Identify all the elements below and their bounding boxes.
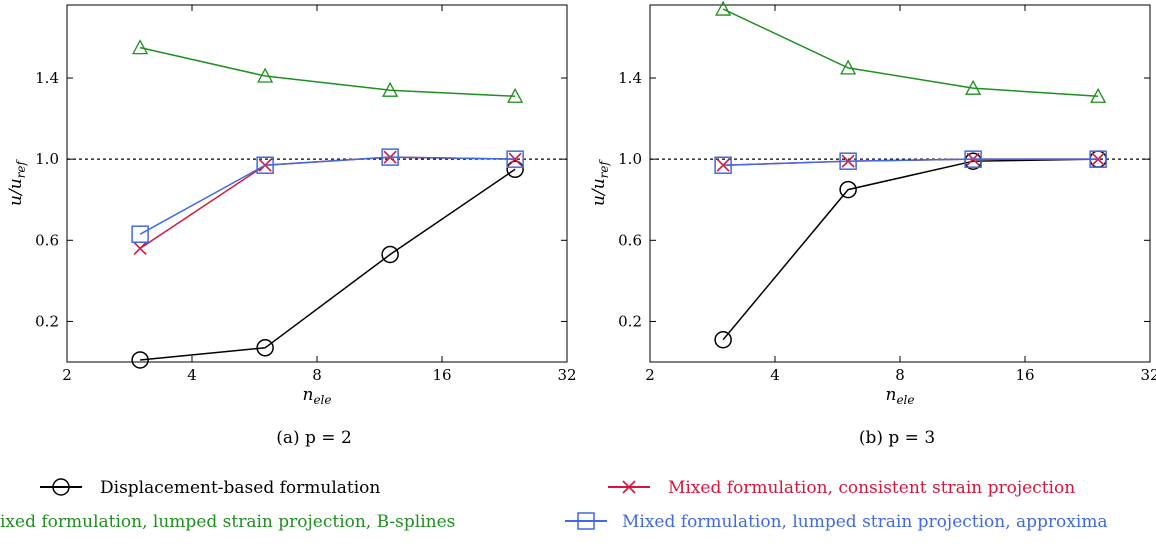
x-tick-label: 4 [770, 366, 780, 384]
point-bsplines [507, 87, 524, 103]
point-approx [506, 150, 524, 168]
x-tick-label: 2 [645, 366, 655, 384]
legend-label: Mixed formulation, lumped strain project… [622, 512, 1108, 532]
panel-a-chart: 2 4 8 16 32 0.2 0.6 1.0 1.4 nele u/uref [6, 4, 577, 407]
point-approx [1089, 150, 1107, 168]
series-line-bsplines [139, 46, 516, 98]
y-axis-label: u/uref [6, 158, 28, 205]
point-displacement [381, 245, 399, 264]
x-tick-label: 4 [187, 366, 197, 384]
point-approx [964, 150, 982, 168]
series-bsplines [715, 0, 1107, 103]
y-tick-label: 1.4 [35, 69, 59, 87]
x-tick-label: 32 [557, 366, 576, 384]
x-tick-label: 8 [895, 366, 905, 384]
point-approx [131, 225, 149, 243]
plot-frame [649, 4, 1151, 363]
x-tick-label: 8 [312, 366, 322, 384]
panel-b-chart: 2 4 8 16 32 0.2 0.6 1.0 1.4 nele u/uref [589, 0, 1156, 407]
series-approx [131, 148, 524, 243]
point-bsplines [840, 59, 857, 75]
legend-label: Mixed formulation, consistent strain pro… [668, 478, 1075, 498]
x-tick-label: 2 [62, 366, 72, 384]
point-displacement [506, 160, 524, 179]
x-tick-label: 16 [1015, 366, 1034, 384]
legend-item-bsplines: ixed formulation, lumped strain projecti… [0, 512, 455, 532]
y-tick-label: 1.0 [618, 150, 642, 168]
series-displacement [131, 160, 524, 369]
point-approx [714, 156, 732, 174]
legend-marker [52, 478, 70, 496]
point-bsplines [965, 79, 982, 95]
legend-item-approx: Mixed formulation, lumped strain project… [565, 512, 1108, 532]
x-tick-label: 16 [432, 366, 451, 384]
point-displacement [256, 339, 274, 357]
point-bsplines [382, 81, 399, 97]
y-tick-label: 1.0 [35, 150, 59, 168]
point-displacement [839, 180, 857, 199]
series-bsplines [132, 39, 524, 103]
legend-item-displacement: Displacement-based formulation [40, 478, 380, 498]
x-axis-label: nele [886, 385, 915, 407]
legend-label: Displacement-based formulation [100, 478, 380, 498]
y-tick-label: 0.6 [618, 231, 642, 249]
series-consistent [133, 150, 522, 255]
legend-marker [577, 512, 595, 530]
series-line-displacement [722, 158, 1099, 341]
point-approx [381, 148, 399, 166]
x-axis-label: nele [303, 385, 332, 407]
series-line-bsplines [722, 8, 1099, 98]
point-bsplines [132, 39, 149, 55]
x-tick-label: 32 [1140, 366, 1156, 384]
point-approx [839, 152, 857, 170]
series-displacement [714, 150, 1107, 349]
point-displacement [131, 351, 149, 369]
caption-a: (a) p = 2 [276, 428, 352, 448]
point-consistent [716, 158, 730, 172]
series-line-approx [723, 158, 1099, 166]
legend-label: ixed formulation, lumped strain projecti… [0, 512, 455, 532]
point-displacement [714, 330, 732, 349]
y-tick-label: 0.6 [35, 231, 59, 249]
series-approx [714, 150, 1107, 174]
y-axis-label: u/uref [589, 158, 611, 205]
point-approx [256, 156, 274, 174]
legend-marker [622, 480, 636, 494]
series-line-approx [139, 156, 516, 235]
legend: Displacement-based formulation Mixed form… [0, 478, 1108, 532]
series-line-displacement [140, 168, 516, 361]
y-tick-label: 0.2 [618, 312, 642, 330]
y-tick-label: 1.4 [618, 69, 642, 87]
y-tick-label: 0.2 [35, 312, 59, 330]
point-bsplines [257, 67, 274, 83]
point-bsplines [1090, 87, 1107, 103]
caption-b: (b) p = 3 [859, 428, 935, 448]
series-consistent [716, 152, 1105, 172]
point-bsplines [715, 0, 732, 16]
point-consistent [133, 241, 147, 255]
legend-item-consistent: Mixed formulation, consistent strain pro… [608, 478, 1075, 498]
